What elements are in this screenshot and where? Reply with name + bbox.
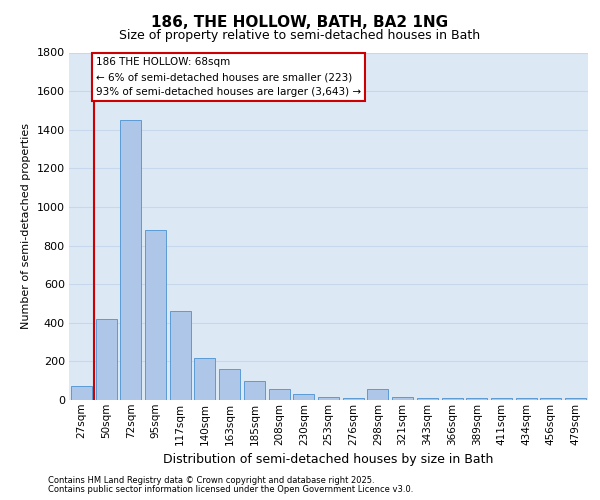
Bar — [71, 386, 92, 400]
Bar — [417, 398, 438, 400]
Bar — [491, 398, 512, 400]
Bar — [194, 358, 215, 400]
Bar — [244, 380, 265, 400]
Text: Contains public sector information licensed under the Open Government Licence v3: Contains public sector information licen… — [48, 484, 413, 494]
Bar — [269, 390, 290, 400]
Bar — [392, 397, 413, 400]
Bar — [442, 398, 463, 400]
Text: Contains HM Land Registry data © Crown copyright and database right 2025.: Contains HM Land Registry data © Crown c… — [48, 476, 374, 485]
Text: 186, THE HOLLOW, BATH, BA2 1NG: 186, THE HOLLOW, BATH, BA2 1NG — [151, 15, 449, 30]
Bar — [145, 230, 166, 400]
Text: Size of property relative to semi-detached houses in Bath: Size of property relative to semi-detach… — [119, 29, 481, 42]
X-axis label: Distribution of semi-detached houses by size in Bath: Distribution of semi-detached houses by … — [163, 453, 494, 466]
Bar — [219, 369, 240, 400]
Bar — [170, 311, 191, 400]
Bar — [95, 319, 116, 400]
Bar — [293, 394, 314, 400]
Bar — [120, 120, 141, 400]
Bar — [318, 396, 339, 400]
Bar — [541, 398, 562, 400]
Text: 186 THE HOLLOW: 68sqm
← 6% of semi-detached houses are smaller (223)
93% of semi: 186 THE HOLLOW: 68sqm ← 6% of semi-detac… — [95, 58, 361, 97]
Bar — [565, 398, 586, 400]
Bar — [343, 398, 364, 400]
Y-axis label: Number of semi-detached properties: Number of semi-detached properties — [21, 123, 31, 329]
Bar — [516, 398, 537, 400]
Bar — [466, 398, 487, 400]
Bar — [367, 390, 388, 400]
